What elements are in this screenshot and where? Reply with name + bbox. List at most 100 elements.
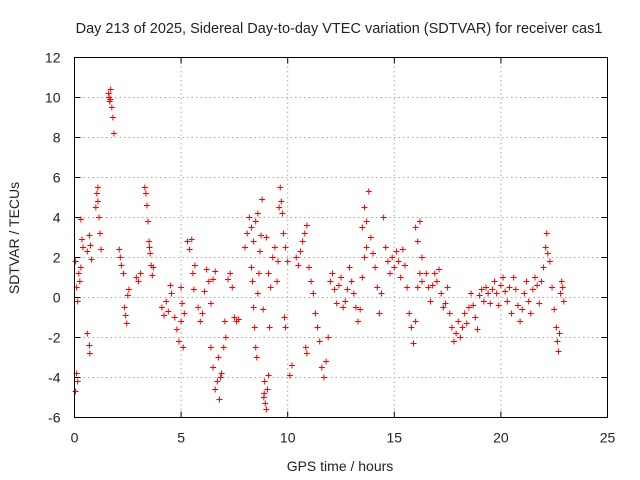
data-point — [86, 342, 93, 349]
data-point — [86, 232, 93, 239]
data-point — [217, 374, 224, 381]
y-tick-label: -6 — [48, 410, 61, 426]
data-point — [279, 210, 286, 217]
data-point — [210, 276, 217, 283]
data-point — [365, 188, 372, 195]
data-point — [88, 256, 95, 263]
data-point — [277, 184, 284, 191]
data-point — [546, 258, 553, 265]
data-point — [282, 244, 289, 251]
data-point — [143, 202, 150, 209]
data-point — [512, 286, 519, 293]
data-point — [92, 204, 99, 211]
data-point — [348, 278, 355, 285]
data-point — [77, 216, 84, 223]
data-point — [253, 354, 260, 361]
data-point — [312, 310, 319, 317]
data-point — [165, 308, 172, 315]
data-point — [527, 310, 534, 317]
data-point — [450, 338, 457, 345]
data-point — [318, 364, 325, 371]
data-point — [218, 370, 225, 377]
data-point — [229, 284, 236, 291]
data-point — [263, 406, 270, 413]
data-point — [446, 310, 453, 317]
data-point — [487, 300, 494, 307]
data-point — [414, 238, 421, 245]
y-tick-label: 10 — [45, 90, 61, 106]
data-point — [74, 378, 81, 385]
data-point — [465, 304, 472, 311]
data-point — [80, 244, 87, 251]
data-point — [461, 310, 468, 317]
data-point — [271, 244, 278, 251]
data-point — [408, 324, 415, 331]
data-point — [265, 372, 272, 379]
data-point — [205, 278, 212, 285]
data-point — [551, 306, 558, 313]
data-point — [555, 348, 562, 355]
data-point — [502, 288, 509, 295]
data-point — [308, 278, 315, 285]
data-point — [72, 258, 79, 265]
data-point — [252, 218, 259, 225]
data-point — [216, 396, 223, 403]
data-point — [549, 284, 556, 291]
data-point — [141, 184, 148, 191]
data-point — [110, 130, 117, 137]
data-point — [301, 230, 308, 237]
data-point — [382, 244, 389, 251]
data-point — [107, 96, 114, 103]
data-point — [125, 286, 132, 293]
data-point — [212, 386, 219, 393]
data-point — [558, 278, 565, 285]
data-point — [363, 218, 370, 225]
data-point — [264, 386, 271, 393]
data-point — [478, 286, 485, 293]
data-point — [261, 378, 268, 385]
data-point — [419, 278, 426, 285]
data-point — [74, 298, 81, 305]
data-point — [359, 274, 366, 281]
data-point — [378, 290, 385, 297]
data-point — [359, 224, 366, 231]
data-point — [221, 318, 228, 325]
data-point — [184, 238, 191, 245]
data-point — [286, 372, 293, 379]
data-point — [556, 330, 563, 337]
data-point — [269, 254, 276, 261]
data-point — [414, 284, 421, 291]
data-point — [212, 268, 219, 275]
data-point — [254, 290, 261, 297]
data-point — [340, 304, 347, 311]
data-point — [363, 244, 370, 251]
data-point — [94, 198, 101, 205]
data-point — [489, 286, 496, 293]
data-point — [78, 236, 85, 243]
data-point — [248, 264, 255, 271]
data-point — [416, 270, 423, 277]
data-point — [75, 270, 82, 277]
data-point — [254, 210, 261, 217]
data-point — [448, 324, 455, 331]
data-point — [519, 306, 526, 313]
data-point — [87, 242, 94, 249]
data-point — [146, 238, 153, 245]
data-point — [406, 310, 413, 317]
data-point — [98, 246, 105, 253]
y-tick-label: 4 — [53, 210, 61, 226]
data-point — [425, 284, 432, 291]
data-point — [116, 246, 123, 253]
data-point — [297, 248, 304, 255]
data-point — [540, 264, 547, 271]
data-point — [544, 250, 551, 257]
data-point — [246, 214, 253, 221]
x-tick-label: 0 — [71, 430, 79, 446]
data-point — [391, 264, 398, 271]
data-point — [376, 310, 383, 317]
y-tick-label: 0 — [53, 290, 61, 306]
data-point — [438, 290, 445, 297]
data-point — [163, 298, 170, 305]
data-point — [225, 276, 232, 283]
